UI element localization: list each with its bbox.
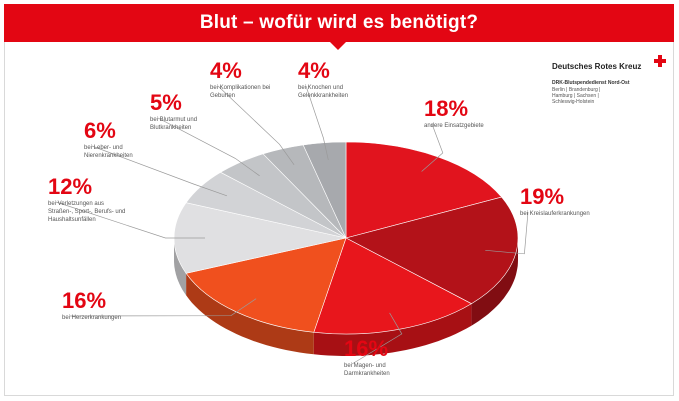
- brand-block: Deutsches Rotes Kreuz DRK-Blutspendedien…: [552, 55, 670, 105]
- leader-line: [55, 201, 205, 239]
- leader-line: [485, 211, 529, 255]
- pie-side-19%: [471, 238, 518, 326]
- category-label: bei Komplikationen bei Geburten: [210, 85, 271, 99]
- leader-line: [157, 117, 260, 177]
- slice-label-andere: 18% andere Einsatzgebiete: [424, 98, 502, 130]
- category-label: bei Kreislauferkrankungen: [520, 211, 590, 217]
- brand-name: Deutsches Rotes Kreuz: [552, 62, 642, 71]
- leader-lines: [55, 85, 529, 365]
- slice-label-verletzungen: 12% bei Verletzungen aus Straßen-, Sport…: [48, 176, 128, 224]
- value-label: 18%: [424, 96, 469, 121]
- category-label: bei Knochen und Gelenkkrankheiten: [298, 85, 349, 99]
- category-label: bei Magen- und Darmkrankheiten: [344, 363, 390, 377]
- chart-title: Blut – wofür wird es benötigt?: [199, 12, 479, 33]
- leader-line: [351, 312, 403, 365]
- slice-label-leber-nieren: 6% bei Leber- und Nierenkrankheiten: [84, 120, 162, 160]
- brand-subtitle: DRK-Blutspendedienst Nord-Ost: [552, 80, 630, 86]
- pie-slices: [173, 141, 519, 356]
- slice-label-knochen: 4% bei Knochen und Gelenkkrankheiten: [298, 60, 376, 100]
- pie-side-16%: [186, 273, 314, 355]
- red-cross-icon: [654, 55, 666, 67]
- leader-line: [91, 145, 228, 197]
- leader-line: [69, 298, 257, 317]
- value-label: 4%: [298, 58, 330, 83]
- value-label: 16%: [344, 336, 389, 361]
- leader-line: [305, 85, 329, 160]
- value-label: 16%: [62, 288, 107, 313]
- pie-side-16%: [313, 303, 472, 356]
- value-label: 6%: [84, 118, 116, 143]
- title-banner-notch: [330, 42, 346, 50]
- slice-label-magen-darm: 16% bei Magen- und Darmkrankheiten: [344, 338, 422, 378]
- value-label: 12%: [48, 174, 93, 199]
- slice-label-herz: 16% bei Herzerkrankungen: [62, 290, 140, 322]
- leader-line: [421, 123, 444, 172]
- slice-label-geburten: 4% bei Komplikationen bei Geburten: [210, 60, 288, 100]
- value-label: 19%: [520, 184, 565, 209]
- category-label: bei Herzerkrankungen: [62, 315, 122, 321]
- category-label: bei Blutarmut und Blutkrankheiten: [150, 117, 198, 131]
- category-label: bei Verletzungen aus Straßen-, Sport-, B…: [48, 201, 126, 223]
- pie-side-12%: [174, 238, 187, 296]
- value-label: 4%: [210, 58, 242, 83]
- slice-label-kreislauf: 19% bei Kreislauferkrankungen: [520, 186, 620, 218]
- category-label: andere Einsatzgebiete: [424, 123, 484, 129]
- category-label: bei Leber- und Nierenkrankheiten: [84, 145, 133, 159]
- title-banner: Blut – wofür wird es benötigt?: [4, 4, 674, 42]
- slice-label-blutarmut: 5% bei Blutarmut und Blutkrankheiten: [150, 92, 228, 132]
- brand-regions: Berlin | Brandenburg | Hamburg | Sachsen…: [552, 87, 601, 105]
- value-label: 5%: [150, 90, 182, 115]
- leader-line: [217, 85, 295, 166]
